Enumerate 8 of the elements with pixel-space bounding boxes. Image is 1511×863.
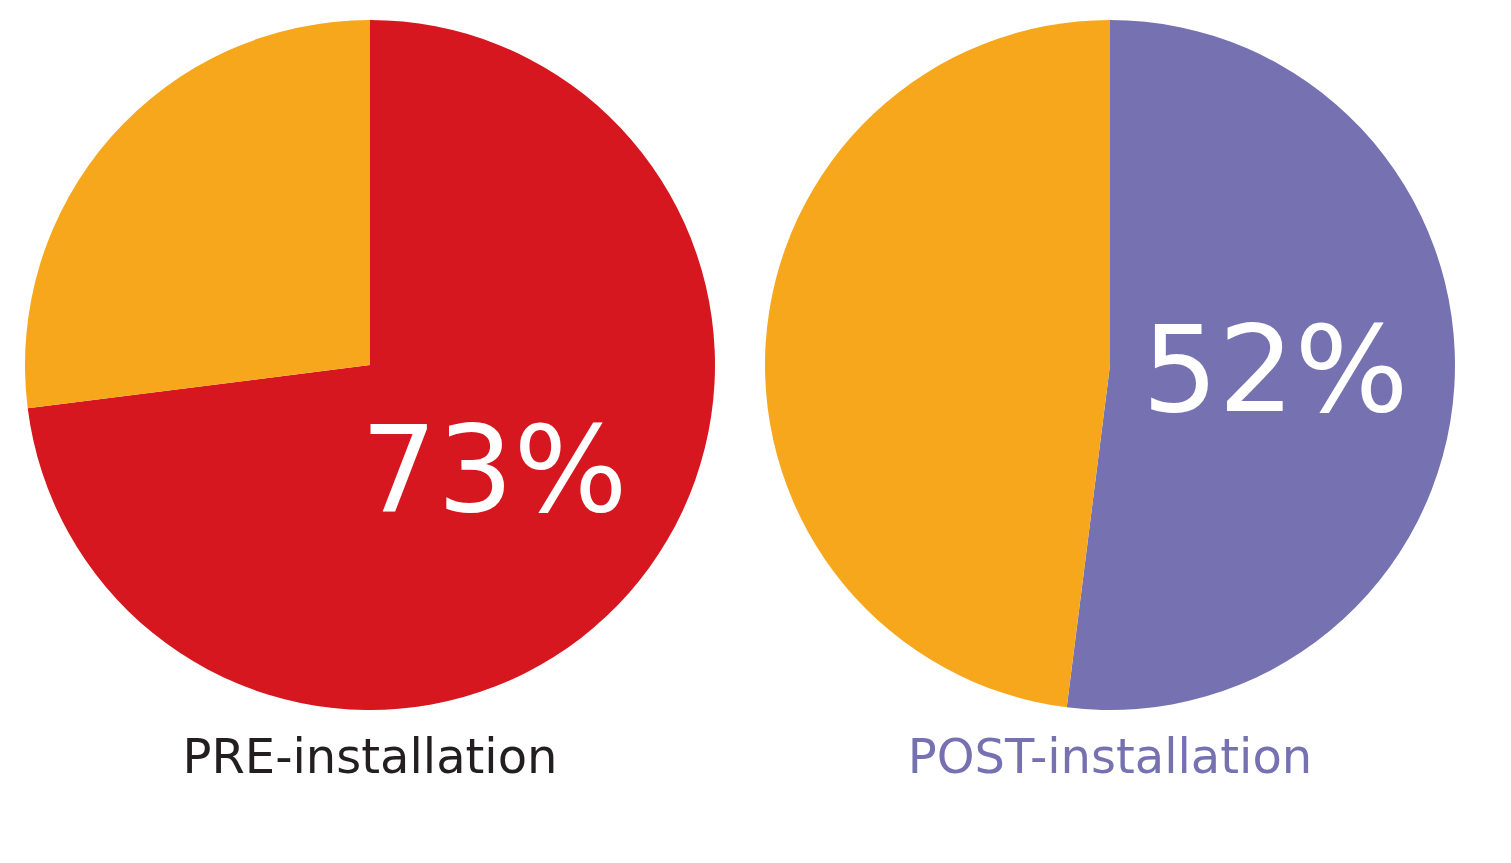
- text: POST-installation: [907, 728, 1313, 784]
- text: PRE-installation: [182, 728, 558, 784]
- data-label: 73%: [360, 399, 628, 539]
- pie-slice: [765, 20, 1110, 708]
- pie-slice: [27, 20, 715, 710]
- data-label: 52%: [1141, 300, 1409, 440]
- pie-slice: [25, 20, 370, 409]
- pie-slice: [1066, 20, 1455, 710]
